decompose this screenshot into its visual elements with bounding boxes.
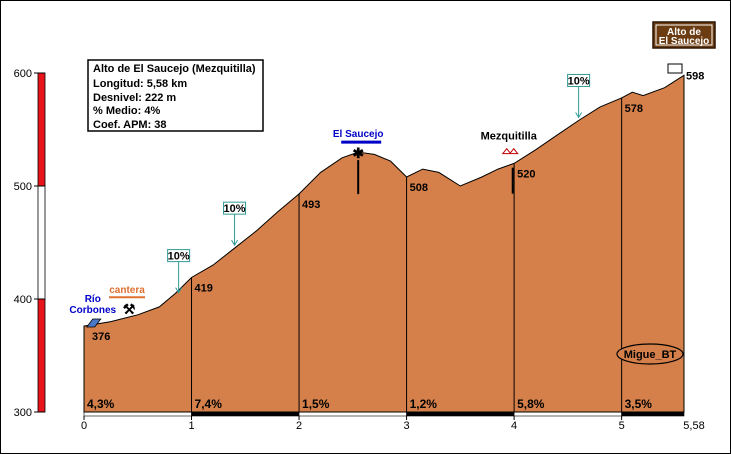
ramp-label: 10% <box>568 75 590 87</box>
place-label: Mezquitilla <box>481 131 538 143</box>
y-tick-label: 300 <box>14 407 32 419</box>
elevation-scale-band <box>37 72 46 187</box>
summit-sign-line-1: Alto de <box>667 27 701 38</box>
distance-strip <box>621 411 685 417</box>
distance-strip <box>406 411 515 417</box>
ramp-box <box>223 201 247 215</box>
ramp-arrow <box>175 287 183 294</box>
x-end-label: 5,58 <box>683 420 704 432</box>
end-elevation-label: 598 <box>686 70 704 82</box>
elevation-scale-band <box>37 185 46 300</box>
junction-icon: ✱ <box>352 145 364 161</box>
place-label: El Saucejo <box>333 129 384 140</box>
credit-text: Migue_BT <box>624 349 677 361</box>
segment-gradient-label: 5,8% <box>517 397 545 411</box>
x-tick-label: 3 <box>404 420 410 432</box>
distance-strip <box>83 411 192 417</box>
distance-strip <box>298 411 407 417</box>
summit-sign: Alto de El Saucejo <box>652 21 716 49</box>
info-line-average-grade: % Medio: 4% <box>93 105 160 117</box>
ramp-arrow <box>575 112 583 119</box>
segment-gradient-label: 1,5% <box>302 397 330 411</box>
y-tick-label: 500 <box>14 181 32 193</box>
place-label: cantera <box>109 285 145 296</box>
segment-gradient-label: 7,4% <box>195 397 223 411</box>
info-line-length: Longitud: 5,58 km <box>93 78 187 90</box>
x-tick-label: 0 <box>81 420 87 432</box>
summit-sign-line-2: El Saucejo <box>659 36 710 47</box>
summit-route-icon <box>667 63 683 74</box>
elevation-scale-band <box>37 298 46 413</box>
km-elevation-label: 578 <box>625 103 643 115</box>
ramp-label: 10% <box>168 251 190 263</box>
distance-strip <box>513 411 622 417</box>
river-icon <box>85 318 102 328</box>
km-elevation-label: 493 <box>302 199 320 211</box>
km-elevation-label: 419 <box>195 283 213 295</box>
distance-strip <box>191 411 300 417</box>
credit-badge: Migue_BT <box>616 343 684 365</box>
segment-gradient-label: 1,2% <box>410 397 438 411</box>
quarry-icon: ⚒ <box>123 301 136 317</box>
x-tick-label: 5 <box>619 420 625 432</box>
info-line-elevation-gain: Desnivel: 222 m <box>93 92 176 104</box>
y-tick-label: 400 <box>14 294 32 306</box>
place-label: Río <box>85 294 101 305</box>
info-line-apm-coefficient: Coef. APM: 38 <box>93 119 167 131</box>
ramp-label: 10% <box>224 203 246 215</box>
y-tick-label: 600 <box>14 68 32 80</box>
ramp-box <box>167 249 191 263</box>
place-label: Corbones <box>69 305 116 316</box>
segment-gradient-label: 3,5% <box>625 397 653 411</box>
km-elevation-label: 520 <box>517 168 535 180</box>
x-tick-label: 2 <box>296 420 302 432</box>
segment-gradient-label: 4,3% <box>87 397 115 411</box>
village-icon <box>501 147 519 155</box>
info-box: Alto de El Saucejo (Mezquitilla) Longitu… <box>87 59 264 132</box>
start-elevation-label: 376 <box>92 331 110 343</box>
ramp-arrow <box>231 239 238 247</box>
chart-title: Alto de El Saucejo (Mezquitilla) <box>93 63 256 75</box>
km-elevation-label: 508 <box>410 182 428 194</box>
x-tick-label: 4 <box>511 420 517 432</box>
x-tick-label: 1 <box>188 420 194 432</box>
ramp-box <box>567 73 591 87</box>
